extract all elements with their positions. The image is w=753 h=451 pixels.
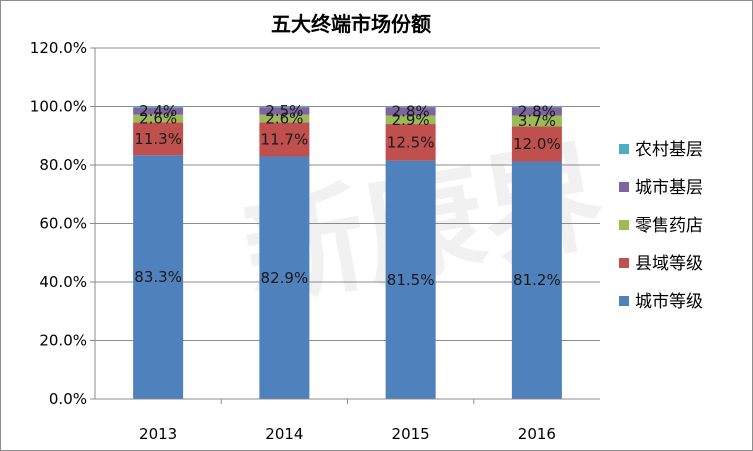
chart-title: 五大终端市场份额 xyxy=(271,12,431,36)
bar-segment xyxy=(133,114,184,123)
bar-segment xyxy=(259,106,310,108)
data-label: 82.9% xyxy=(261,269,309,287)
data-label: 12.5% xyxy=(387,133,435,151)
bar-segment xyxy=(511,161,562,399)
bar-segment xyxy=(385,115,436,125)
y-tick-label: 0.0% xyxy=(49,390,87,408)
bar-segment xyxy=(259,107,310,115)
legend-swatch xyxy=(619,258,629,268)
bar-segment xyxy=(385,106,436,108)
data-label: 2.8% xyxy=(518,102,556,120)
legend-label: 县域等级 xyxy=(635,254,703,274)
data-label: 3.7% xyxy=(518,112,556,130)
x-tick-label: 2015 xyxy=(392,425,430,443)
bar-segment xyxy=(259,156,310,399)
data-label: 11.7% xyxy=(261,130,309,148)
y-tick-label: 100.0% xyxy=(30,98,87,116)
y-axis-ticks: 0.0% 20.0% 40.0% 60.0% 80.0% 100.0% 120.0% xyxy=(30,39,95,408)
x-tick-label: 2016 xyxy=(518,425,556,443)
data-label: 2.6% xyxy=(265,109,303,127)
legend-swatch xyxy=(619,182,629,192)
data-label: 11.3% xyxy=(134,130,182,148)
legend-label: 城市等级 xyxy=(635,292,703,312)
bar-segment xyxy=(133,107,184,115)
bar-segment xyxy=(385,160,436,399)
data-label: 12.0% xyxy=(513,135,561,153)
legend-label: 城市基层 xyxy=(635,178,703,198)
legend-swatch xyxy=(619,220,629,230)
data-label: 81.2% xyxy=(513,271,561,289)
bar-segment xyxy=(511,115,562,127)
bar-segment xyxy=(385,124,436,161)
x-tick-label: 2013 xyxy=(139,425,177,443)
legend-label: 零售药店 xyxy=(635,216,703,236)
y-tick-label: 40.0% xyxy=(39,273,87,291)
data-label: 2.4% xyxy=(139,102,177,120)
x-tick-label: 2014 xyxy=(265,425,303,443)
legend-label: 农村基层 xyxy=(635,140,703,160)
y-tick-label: 80.0% xyxy=(39,156,87,174)
bar-segment xyxy=(385,107,436,116)
x-axis-ticks: 2013 2014 2015 2016 xyxy=(139,399,556,443)
bar-segment xyxy=(133,106,184,108)
bar-segment xyxy=(259,114,310,123)
data-label: 2.6% xyxy=(139,109,177,127)
data-label: 2.8% xyxy=(392,102,430,120)
bar-segment xyxy=(259,122,310,157)
bar-segment xyxy=(133,155,184,399)
data-label: 81.5% xyxy=(387,271,435,289)
legend-swatch xyxy=(619,296,629,306)
bar-segment xyxy=(511,126,562,162)
bar-segment xyxy=(133,122,184,156)
data-label: 83.3% xyxy=(134,268,182,286)
bar-segment xyxy=(511,107,562,116)
data-labels: 83.3%11.3%2.6%2.4%82.9%11.7%2.6%2.5%81.5… xyxy=(134,102,560,289)
data-label: 2.9% xyxy=(392,111,430,129)
y-tick-label: 60.0% xyxy=(39,215,87,233)
y-tick-label: 20.0% xyxy=(39,332,87,350)
bars-group xyxy=(133,106,562,399)
y-tick-label: 120.0% xyxy=(30,39,87,57)
data-label: 2.5% xyxy=(265,102,303,120)
legend-swatch xyxy=(619,144,629,154)
bar-segment xyxy=(511,106,562,108)
